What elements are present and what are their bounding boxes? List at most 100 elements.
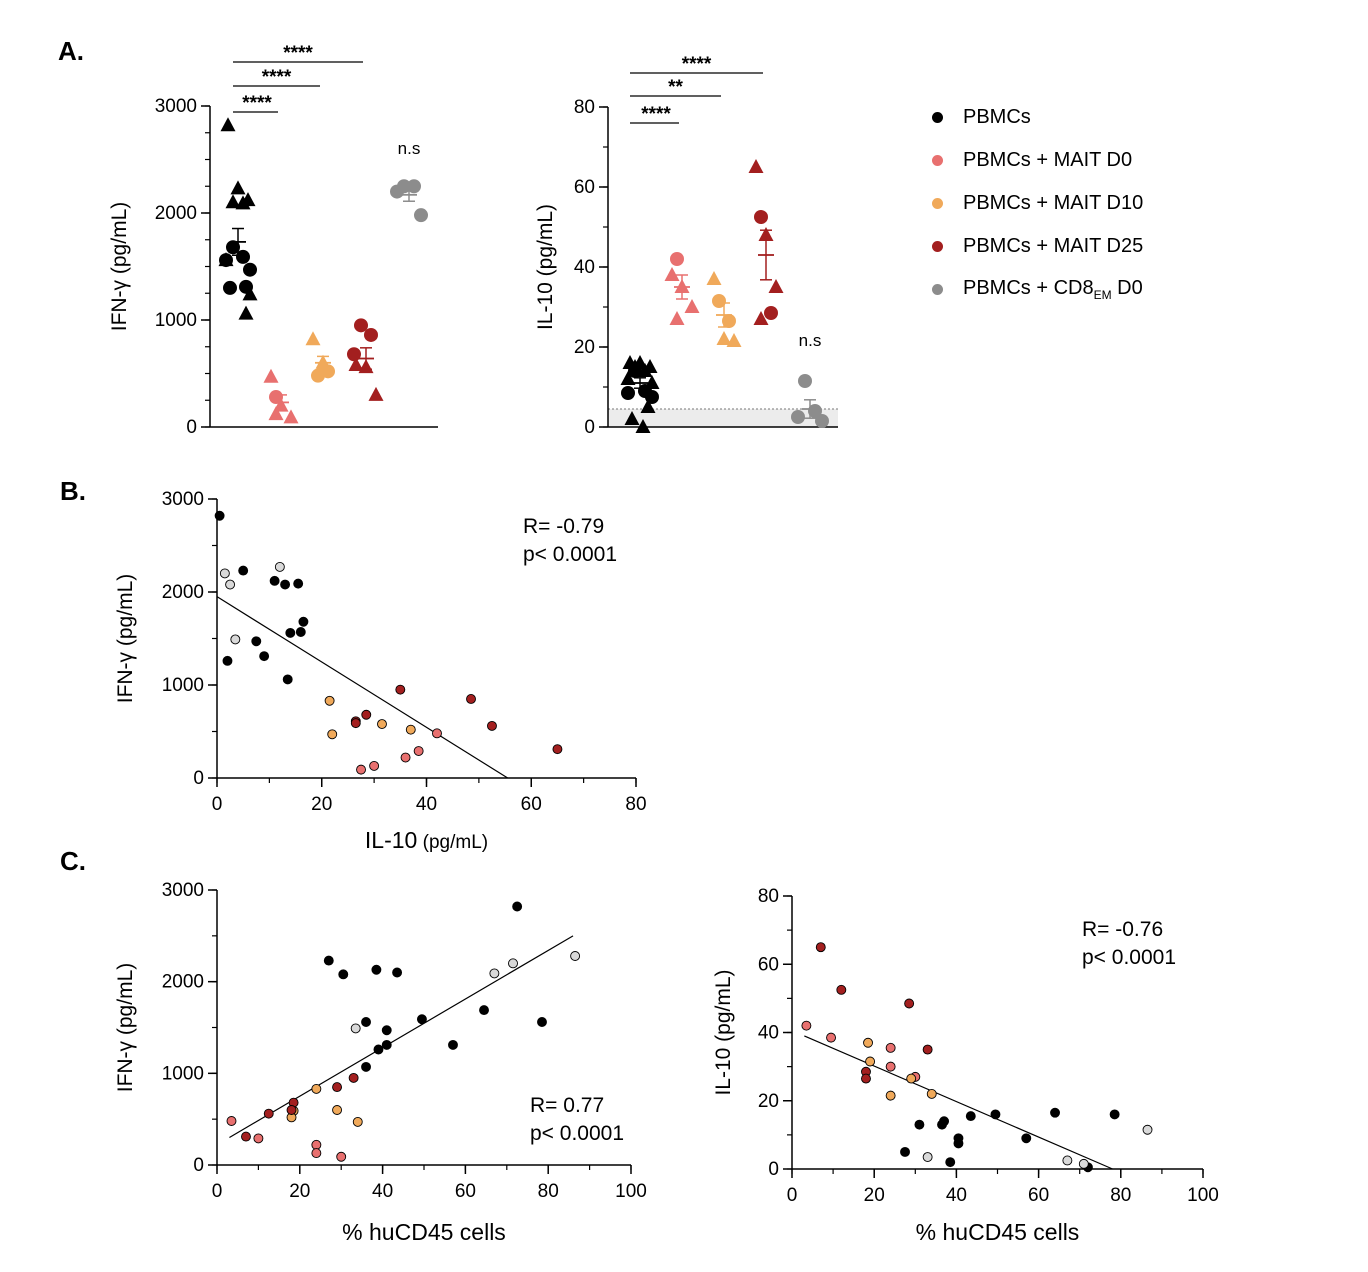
A2-point-triangle — [640, 399, 656, 413]
legend-label: PBMCs — [963, 106, 1031, 128]
A2-point-triangle — [706, 271, 722, 285]
A1-significance-label: **** — [262, 67, 292, 88]
B-data-point — [400, 752, 411, 763]
A1-significance-label: **** — [242, 93, 272, 114]
A2-significance-label: **** — [641, 104, 671, 125]
C1-data-point — [448, 1039, 458, 1050]
A1-point-circle — [321, 364, 335, 379]
A2-point-circle — [815, 414, 829, 428]
legend-item-mait-d25: PBMCs + MAIT D25 — [932, 225, 1143, 268]
B-data-point — [219, 568, 230, 579]
C1-data-point — [241, 1131, 251, 1142]
C1-data-point — [226, 1116, 237, 1126]
legend-dot — [932, 112, 943, 123]
C2-data-point — [865, 1056, 876, 1067]
A2-point-circle — [764, 306, 778, 320]
panel-label-a: A. — [58, 36, 84, 66]
C2-data-point — [815, 942, 826, 953]
A2-point-triangle — [716, 331, 732, 345]
A2-point-triangle — [624, 411, 640, 425]
A2-y-tick-label: 80 — [574, 97, 595, 118]
A1-significance-label: **** — [283, 43, 313, 64]
C1-data-point — [253, 1133, 264, 1144]
C1-data-point — [332, 1082, 343, 1093]
A2-point-circle — [798, 374, 812, 388]
C2-x-tick-label: 60 — [1028, 1185, 1049, 1206]
C2-x-axis-label: % huCD45 cells — [916, 1219, 1080, 1245]
B-data-point — [238, 565, 249, 576]
A2-point-triangle — [620, 371, 636, 385]
A2-point-triangle — [684, 299, 700, 313]
B-data-point — [298, 616, 309, 627]
B-y-tick-label: 1000 — [162, 675, 204, 696]
C2-data-point — [801, 1020, 812, 1031]
panel-label-b: B. — [60, 476, 86, 506]
C2-data-point — [1109, 1109, 1120, 1120]
C2-y-tick-label: 20 — [758, 1091, 779, 1112]
B-x-tick-label: 80 — [625, 794, 646, 815]
A1-point-circle — [364, 327, 378, 342]
A1-point-circle — [414, 208, 428, 223]
A2-point-triangle — [726, 333, 742, 347]
C1-y-axis-label: IFN-γ (pg/mL) — [114, 963, 137, 1093]
C1-data-point — [570, 951, 581, 961]
C1-data-point — [361, 1017, 371, 1027]
A2-point-triangle — [664, 267, 680, 281]
B-data-point — [377, 719, 387, 730]
A1-point-circle — [347, 347, 361, 362]
C2-y-tick-label: 40 — [758, 1023, 779, 1044]
legend-item-mait-d10: PBMCs + MAIT D10 — [932, 182, 1143, 225]
C2-data-point — [990, 1109, 1001, 1120]
C1-x-tick-label: 0 — [212, 1181, 223, 1202]
C2-data-point — [826, 1032, 836, 1043]
C1-data-point — [373, 1044, 384, 1055]
C2-x-tick-label: 100 — [1187, 1185, 1219, 1206]
C2-x-tick-label: 80 — [1110, 1185, 1131, 1206]
A1-y-tick-label: 2000 — [155, 203, 197, 224]
B-data-point — [350, 718, 361, 729]
A2-significance-label: **** — [682, 54, 712, 75]
C2-y-tick-label: 0 — [768, 1159, 779, 1180]
legend-label: PBMCs + MAIT D10 — [963, 192, 1144, 214]
C2-data-point — [937, 1119, 947, 1130]
A1-point-circle — [226, 240, 240, 255]
C1-data-point — [537, 1017, 547, 1027]
A2-point-circle — [645, 390, 659, 404]
C2-y-axis-label: IL-10 (pg/mL) — [712, 969, 735, 1095]
C2-data-point — [1021, 1133, 1032, 1144]
legend-label: PBMCs + MAIT D25 — [963, 235, 1144, 257]
A1-ns-label: n.s — [398, 139, 421, 158]
C1-x-tick-label: 20 — [289, 1181, 310, 1202]
B-x-tick-label: 20 — [311, 794, 332, 815]
B-data-point — [369, 760, 380, 771]
legend-dot — [932, 241, 943, 252]
C1-x-tick-label: 80 — [538, 1181, 559, 1202]
C1-data-point — [336, 1151, 347, 1162]
C1-data-point — [263, 1108, 274, 1119]
B-data-point — [222, 655, 233, 666]
legend-item-pbmcs: PBMCs — [932, 96, 1143, 139]
A2-ns-label: n.s — [799, 331, 822, 350]
A1-point-triangle — [348, 356, 364, 371]
C1-y-tick-label: 2000 — [162, 972, 204, 993]
A2-point-triangle — [753, 311, 769, 325]
C1-data-point — [508, 958, 518, 969]
legend-dot — [932, 284, 943, 295]
A2-point-circle — [712, 294, 726, 308]
B-data-point — [361, 709, 372, 720]
C1-data-point — [286, 1105, 297, 1115]
panel-label-c: C. — [60, 846, 86, 876]
C2-data-point — [861, 1073, 871, 1084]
B-x-tick-label: 40 — [416, 794, 437, 815]
B-data-point — [285, 627, 296, 638]
legend-item-cd8em-d0: PBMCs + CD8EM D0 — [932, 268, 1143, 311]
A2-y-axis-label: IL-10 (pg/mL) — [534, 204, 557, 330]
C1-data-point — [371, 964, 382, 975]
B-data-point — [327, 729, 338, 740]
A2-y-tick-label: 40 — [574, 257, 595, 278]
C1-x-axis-label: % huCD45 cells — [342, 1219, 506, 1245]
C2-regression-line — [804, 1035, 1113, 1170]
A1-point-circle — [390, 184, 404, 199]
C2-data-point — [914, 1119, 925, 1130]
